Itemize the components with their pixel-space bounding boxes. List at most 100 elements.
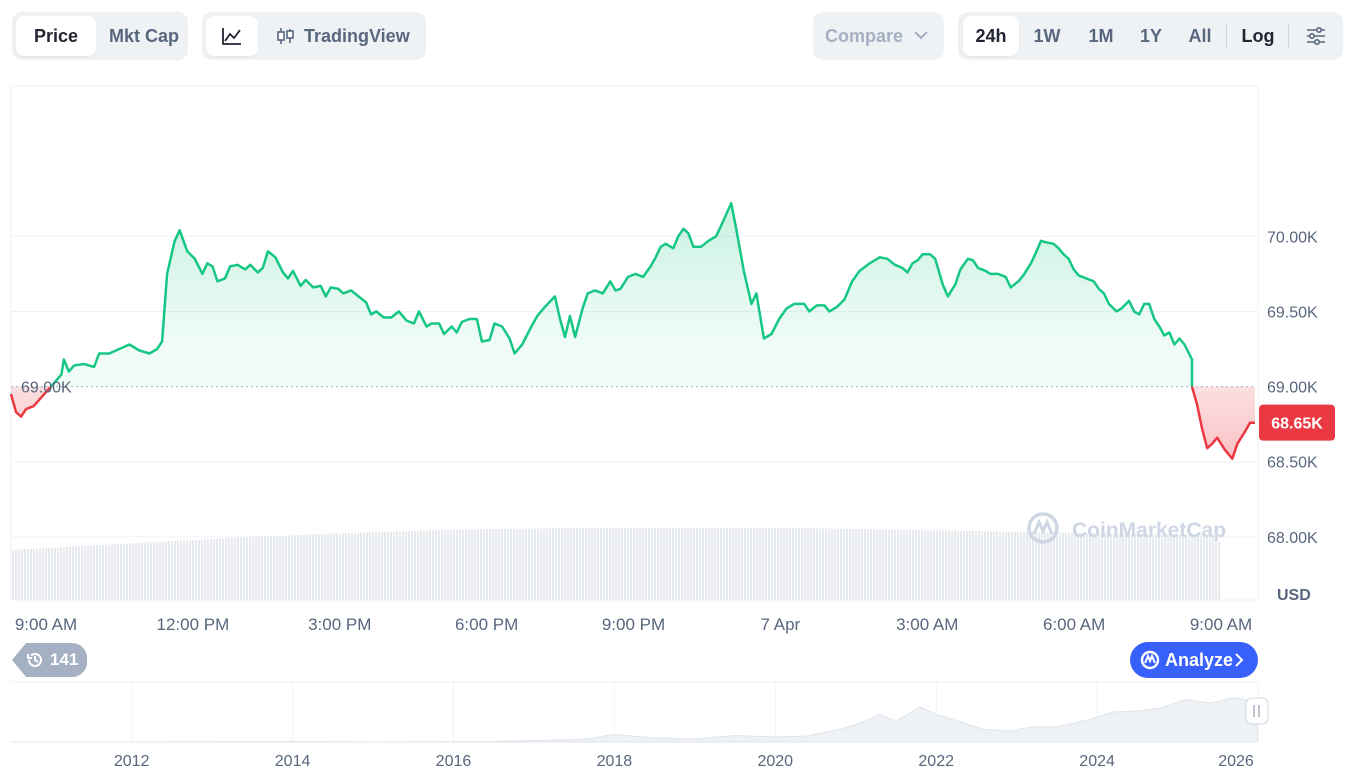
volume-bar	[549, 528, 551, 600]
volume-bar	[834, 528, 836, 600]
volume-bar	[564, 528, 566, 600]
volume-bar	[1116, 533, 1118, 600]
volume-bar	[12, 550, 14, 600]
volume-bar	[261, 536, 263, 600]
volume-bar	[264, 536, 266, 600]
volume-bar	[663, 528, 665, 600]
volume-bar	[723, 528, 725, 600]
volume-bar	[972, 531, 974, 600]
volume-bar	[255, 536, 257, 600]
range-24h[interactable]: 24h	[963, 16, 1019, 56]
y-tick-label: 68.00K	[1267, 530, 1318, 547]
volume-bar	[306, 534, 308, 600]
volume-bar	[741, 528, 743, 600]
volume-bar	[684, 528, 686, 600]
history-badge[interactable]: 141	[12, 643, 87, 677]
volume-bar	[339, 533, 341, 600]
volume-bar	[978, 531, 980, 600]
volume-bar	[1032, 532, 1034, 600]
volume-bar	[21, 549, 23, 600]
chart-settings-button[interactable]	[1294, 16, 1338, 56]
volume-bar	[348, 533, 350, 600]
volume-bar	[369, 532, 371, 600]
volume-bar	[918, 530, 920, 600]
x-tick-label: 9:00 PM	[602, 615, 665, 634]
volume-bar	[837, 528, 839, 600]
volume-bar	[294, 535, 296, 600]
volume-bar	[975, 531, 977, 600]
volume-bar	[831, 528, 833, 600]
volume-bar	[798, 528, 800, 600]
compare-label: Compare	[825, 26, 904, 46]
volume-bar	[351, 532, 353, 600]
current-price-label: 68.65K	[1271, 416, 1323, 433]
volume-bar	[672, 528, 674, 600]
volume-bar	[1011, 531, 1013, 600]
volume-bar	[768, 528, 770, 600]
volume-bar	[378, 532, 380, 600]
tradingview-button[interactable]: TradingView	[264, 16, 422, 56]
volume-bar	[591, 528, 593, 600]
volume-bar	[207, 539, 209, 600]
volume-bar	[300, 534, 302, 600]
volume-bar	[1119, 533, 1121, 600]
volume-bar	[1029, 532, 1031, 600]
price-chart[interactable]: CoinMarketCap 69.00K 70.00K 69.50K 69.00K 6…	[0, 0, 1351, 640]
range-1y[interactable]: 1Y	[1139, 26, 1163, 46]
volume-bar	[75, 546, 77, 600]
range-divider	[1226, 24, 1227, 48]
range-1m[interactable]: 1M	[1088, 26, 1114, 46]
volume-bar	[861, 529, 863, 600]
volume-bar	[1008, 531, 1010, 600]
range-all[interactable]: All	[1188, 26, 1212, 46]
volume-bar	[162, 541, 164, 600]
volume-bar	[762, 528, 764, 600]
volume-bar	[1089, 533, 1091, 600]
volume-bar	[444, 530, 446, 600]
volume-bar	[1137, 533, 1139, 600]
volume-bar	[933, 530, 935, 600]
volume-bar	[1182, 534, 1184, 600]
volume-bar	[693, 528, 695, 600]
volume-bar	[51, 547, 53, 600]
volume-bar	[132, 543, 134, 600]
volume-bar	[1140, 534, 1142, 600]
volume-bar	[147, 542, 149, 600]
tab-price[interactable]: Price	[16, 16, 96, 56]
tab-mkt-cap[interactable]: Mkt Cap	[108, 26, 179, 46]
log-toggle[interactable]: Log	[1241, 26, 1275, 46]
line-chart-button[interactable]	[206, 16, 258, 56]
volume-bar	[876, 529, 878, 600]
volume-bar	[717, 528, 719, 600]
volume-bar	[879, 529, 881, 600]
volume-bar	[480, 529, 482, 600]
volume-bar	[927, 530, 929, 600]
volume-bar	[87, 545, 89, 600]
volume-bar	[291, 535, 293, 600]
volume-bar	[465, 529, 467, 600]
chevron-down-icon	[913, 29, 929, 41]
volume-bar	[537, 528, 539, 600]
compare-dropdown[interactable]: Compare	[813, 12, 944, 60]
volume-bar	[303, 534, 305, 600]
volume-bar	[936, 530, 938, 600]
volume-bar	[846, 528, 848, 600]
analyze-button[interactable]: Analyze	[1130, 642, 1258, 678]
area-fill-up	[50, 203, 1192, 387]
volume-bar	[1095, 533, 1097, 600]
volume-bar	[996, 531, 998, 600]
volume-bar	[1131, 533, 1133, 600]
navigator-handle[interactable]	[1245, 697, 1269, 725]
volume-bar	[540, 528, 542, 600]
y-axis: 70.00K 69.50K 69.00K 68.50K 68.00K	[1267, 229, 1318, 547]
volume-bar	[372, 532, 374, 600]
price-lines	[9, 201, 1255, 460]
range-navigator[interactable]: 2012 2014 2016 2018 2020 2022 2024 2026	[0, 680, 1351, 781]
volume-bar	[795, 528, 797, 600]
volume-bar	[363, 532, 365, 600]
volume-bar	[1065, 532, 1067, 600]
volume-bar	[471, 529, 473, 600]
volume-bar	[453, 529, 455, 600]
range-1w[interactable]: 1W	[1033, 26, 1061, 46]
volume-bar	[711, 528, 713, 600]
